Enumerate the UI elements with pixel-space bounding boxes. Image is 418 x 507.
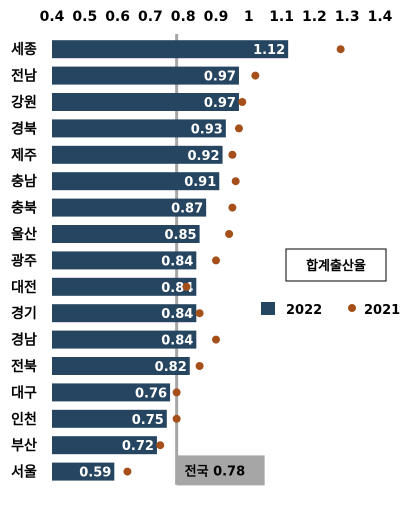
reference-label: 전국 0.78 bbox=[185, 463, 246, 479]
bar bbox=[52, 357, 190, 375]
category-label: 서울 bbox=[11, 464, 37, 481]
bar bbox=[52, 172, 220, 191]
x-tick-label: 0.5 bbox=[72, 9, 97, 25]
bar bbox=[52, 383, 171, 402]
bar bbox=[52, 40, 289, 59]
dot-2021 bbox=[123, 467, 132, 476]
bar bbox=[52, 225, 200, 243]
bars-layer: 1.12 0.97 0.97 0.93 0.92 0.91 0.87 0.85 0.84 0.84… bbox=[52, 40, 289, 481]
category-label: 경기 bbox=[11, 305, 37, 322]
bar bbox=[52, 198, 207, 217]
category-label: 강원 bbox=[11, 94, 37, 111]
category-label: 전남 bbox=[11, 68, 37, 85]
bar bbox=[52, 251, 197, 270]
x-tick-label: 1 bbox=[244, 9, 254, 25]
bar bbox=[52, 93, 239, 111]
bar-value-label: 0.59 bbox=[79, 466, 111, 481]
bar-value-label: 0.75 bbox=[132, 413, 164, 428]
dot-2021 bbox=[195, 309, 204, 318]
bar bbox=[52, 409, 167, 428]
legend-swatch-2021 bbox=[348, 304, 356, 312]
bar-value-label: 0.84 bbox=[161, 334, 193, 349]
bar-value-label: 0.84 bbox=[161, 254, 193, 269]
bar-value-label: 0.97 bbox=[204, 70, 236, 85]
x-tick-label: 0.8 bbox=[171, 9, 196, 25]
bar bbox=[52, 66, 239, 85]
bar-value-label: 1.12 bbox=[253, 43, 285, 58]
x-tick-label: 1.2 bbox=[302, 9, 327, 25]
dot-2021 bbox=[172, 414, 181, 423]
x-tick-label: 0.9 bbox=[204, 9, 229, 25]
category-label: 충남 bbox=[11, 173, 37, 190]
dot-2021 bbox=[156, 441, 165, 450]
category-label: 부산 bbox=[11, 437, 37, 454]
bar-value-label: 0.85 bbox=[165, 228, 197, 243]
bar-value-label: 0.92 bbox=[187, 149, 219, 164]
category-label: 광주 bbox=[11, 252, 37, 269]
bar-value-label: 0.84 bbox=[161, 307, 193, 322]
x-tick-label: 1.4 bbox=[368, 9, 393, 25]
bar-value-label: 0.97 bbox=[204, 96, 236, 111]
category-label: 경북 bbox=[11, 120, 37, 137]
x-axis-ticks: 0.4 0.5 0.6 0.7 0.8 0.9 1 1.1 1.2 1.3 1.4 bbox=[40, 9, 393, 25]
bar-value-label: 0.72 bbox=[122, 439, 154, 454]
dot-2021 bbox=[231, 177, 240, 186]
category-label: 대전 bbox=[11, 279, 37, 296]
bar bbox=[52, 304, 197, 323]
bar bbox=[52, 145, 223, 164]
category-label: 인천 bbox=[11, 411, 37, 428]
legend-label-2022: 2022 bbox=[286, 303, 322, 318]
x-tick-label: 0.4 bbox=[40, 9, 65, 25]
chart-title: 합계출산율 bbox=[306, 258, 366, 274]
dot-2021 bbox=[195, 362, 204, 370]
dot-2021 bbox=[228, 150, 237, 159]
dot-2021 bbox=[172, 388, 181, 397]
bar bbox=[52, 462, 115, 481]
category-label: 충북 bbox=[11, 201, 37, 217]
dot-2021 bbox=[225, 230, 234, 238]
dot-2021 bbox=[234, 124, 243, 133]
dot-2021 bbox=[212, 335, 220, 344]
dot-2021 bbox=[182, 282, 191, 291]
bar bbox=[52, 119, 226, 138]
dot-2021 bbox=[238, 98, 247, 106]
dot-2021 bbox=[212, 256, 220, 265]
category-label: 경남 bbox=[11, 332, 37, 349]
bar bbox=[52, 436, 157, 455]
reference-box-layer: 전국 0.78 bbox=[176, 455, 265, 486]
category-label: 제주 bbox=[11, 148, 37, 164]
bar-value-label: 0.91 bbox=[184, 175, 216, 190]
legend: 합계출산율 2022 2021 bbox=[261, 248, 400, 318]
bar-value-label: 0.87 bbox=[171, 202, 203, 217]
reference-label-box bbox=[176, 455, 265, 486]
category-label: 전북 bbox=[11, 358, 37, 375]
x-tick-label: 0.6 bbox=[105, 9, 130, 25]
x-tick-label: 1.1 bbox=[269, 9, 294, 25]
category-label: 세종 bbox=[11, 42, 37, 58]
bar-value-label: 0.76 bbox=[135, 386, 167, 401]
legend-swatch-2022 bbox=[261, 302, 275, 315]
x-tick-label: 0.7 bbox=[138, 9, 163, 25]
bar bbox=[52, 277, 197, 296]
dots-layer bbox=[123, 45, 345, 476]
category-label: 대구 bbox=[11, 385, 37, 401]
dot-2021 bbox=[228, 203, 237, 212]
dot-2021 bbox=[336, 45, 345, 54]
legend-label-2021: 2021 bbox=[364, 303, 400, 318]
bar-value-label: 0.82 bbox=[155, 360, 187, 375]
bar bbox=[52, 330, 197, 349]
x-tick-label: 1.3 bbox=[335, 9, 360, 25]
legend-title-box bbox=[285, 248, 387, 282]
bar-value-label: 0.93 bbox=[191, 122, 223, 137]
dot-2021 bbox=[251, 71, 260, 80]
category-label: 울산 bbox=[11, 226, 37, 243]
